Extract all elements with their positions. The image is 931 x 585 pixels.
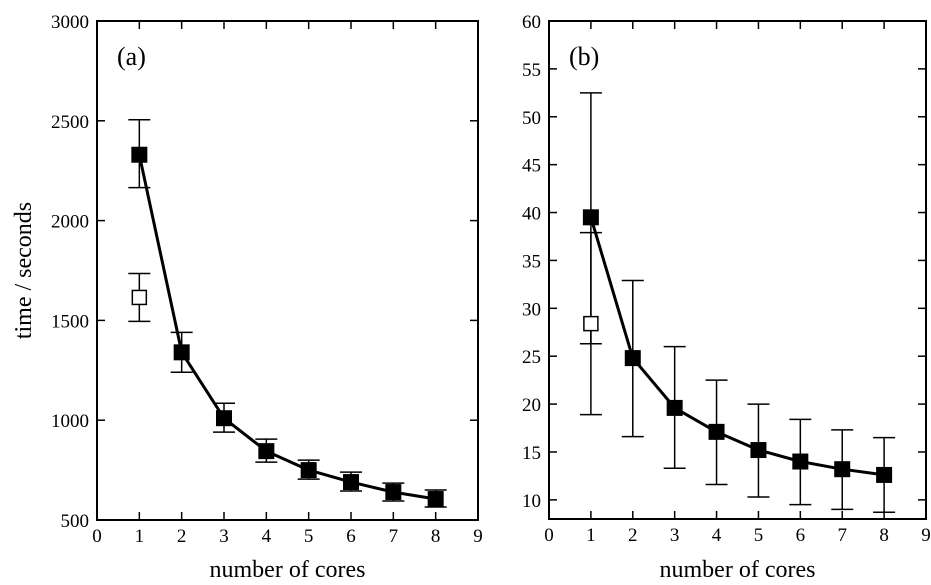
data-point-filled-b xyxy=(624,350,641,367)
panel-a: (a) number of cores time / seconds 0 1 2 3 4… xyxy=(11,12,483,583)
y-tick-label-b: 45 xyxy=(522,156,541,177)
data-point-filled-b xyxy=(582,209,599,226)
x-axis-label-a: number of cores xyxy=(210,557,366,580)
y-tick-label-b: 30 xyxy=(522,299,541,320)
panel-label-a: (a) xyxy=(117,42,146,71)
y-tick-label-b: 25 xyxy=(522,347,541,368)
data-point-filled-b xyxy=(876,466,893,483)
x-tick-label-a: 3 xyxy=(219,526,229,547)
x-tick-label-b: 3 xyxy=(670,525,680,546)
y-tick-label-b: 10 xyxy=(522,491,541,512)
y-tick-label-a: 3000 xyxy=(51,12,89,33)
x-tick-label-b: 8 xyxy=(879,525,889,546)
data-point-filled-b xyxy=(666,399,683,416)
y-tick-label-a: 500 xyxy=(61,511,90,532)
data-point-filled-b xyxy=(708,423,725,440)
y-tick-label-b: 50 xyxy=(522,108,541,129)
y-tick-label-b: 60 xyxy=(522,12,541,33)
x-tick-label-a: 1 xyxy=(135,526,145,547)
x-tick-label-b: 1 xyxy=(586,525,596,546)
x-tick-label-a: 6 xyxy=(346,526,356,547)
x-tick-label-b: 7 xyxy=(837,525,847,546)
x-tick-label-a: 9 xyxy=(473,526,483,547)
panel-label-b: (b) xyxy=(569,42,599,71)
plot-frame-a xyxy=(96,20,479,521)
y-tick-label-b: 35 xyxy=(522,251,541,272)
x-axis-label-b: number of cores xyxy=(660,557,816,580)
panel-b: (b) number of cores 0 1 2 3 4 5 6 7 8 91015202530… xyxy=(522,12,931,583)
y-tick-label-b: 15 xyxy=(522,443,541,464)
x-tick-label-b: 9 xyxy=(921,525,931,546)
data-point-open-a xyxy=(131,289,148,306)
marks-a xyxy=(128,119,447,508)
x-tick-label-b: 6 xyxy=(796,525,806,546)
x-tick-label-b: 2 xyxy=(628,525,638,546)
y-tick-label-a: 1000 xyxy=(51,411,89,432)
data-point-filled-b xyxy=(834,461,851,478)
y-axis-label-a: time / seconds xyxy=(11,202,37,339)
data-point-filled-a xyxy=(216,410,232,427)
y-tick-label-a: 2500 xyxy=(51,112,89,133)
data-point-filled-a xyxy=(258,443,275,460)
x-tick-label-a: 7 xyxy=(389,526,399,547)
y-tick-label-b: 55 xyxy=(522,60,541,81)
data-point-filled-b xyxy=(750,442,767,459)
x-tick-label-a: 5 xyxy=(304,526,314,547)
data-point-filled-a xyxy=(343,474,359,491)
plot-frame-b xyxy=(548,20,927,520)
data-point-filled-a xyxy=(300,462,317,479)
data-point-filled-b xyxy=(792,453,809,470)
y-tick-label-a: 2000 xyxy=(51,212,89,233)
x-tick-label-a: 2 xyxy=(177,526,187,547)
data-point-filled-a xyxy=(427,491,444,508)
x-tick-label-b: 5 xyxy=(754,525,764,546)
x-tick-label-a: 4 xyxy=(262,526,272,547)
data-point-filled-a xyxy=(173,344,190,361)
data-point-filled-a xyxy=(385,484,402,501)
ticks-a: 0 1 2 3 4 5 6 7 8 9 500 1000 1500 2000 2500 3000 xyxy=(51,12,483,547)
x-tick-label-b: 4 xyxy=(712,525,722,546)
x-tick-label-a: 0 xyxy=(92,526,102,547)
data-point-filled-a xyxy=(131,146,148,163)
marks-b xyxy=(579,92,896,514)
y-tick-label-b: 40 xyxy=(522,204,541,225)
y-tick-label-b: 20 xyxy=(522,395,541,416)
y-tick-label-a: 1500 xyxy=(51,311,89,332)
series-line-a xyxy=(137,154,436,501)
x-tick-label-a: 8 xyxy=(431,526,441,547)
data-point-open-b xyxy=(583,315,599,332)
x-tick-label-b: 0 xyxy=(544,525,554,546)
